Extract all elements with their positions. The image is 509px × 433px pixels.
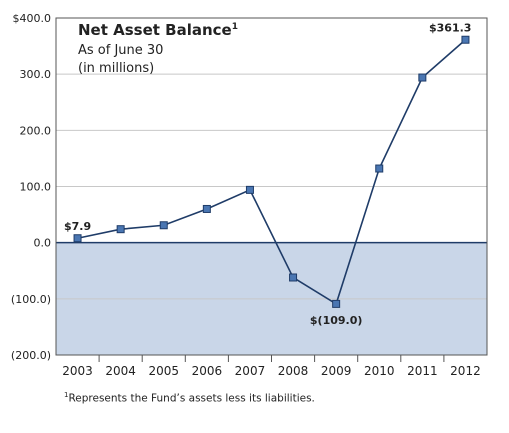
footnote-text: Represents the Fund’s assets less its li… bbox=[68, 392, 315, 405]
chart-title: Net Asset Balance1 bbox=[78, 21, 238, 39]
y-tick-label: 100.0 bbox=[20, 181, 52, 194]
net-asset-balance-chart: $400.0 300.0 200.0 100.0 0.0 (100.0) (200.0) 2… bbox=[11, 12, 488, 378]
series-line bbox=[77, 39, 466, 306]
x-tick-label: 2006 bbox=[192, 364, 223, 378]
x-axis-tick-labels: 2003 2004 2005 2006 2007 2008 2009 2010 2011 2012 bbox=[62, 364, 480, 378]
y-tick-label: $400.0 bbox=[13, 12, 52, 25]
data-point-2011 bbox=[418, 73, 427, 82]
data-point-2006 bbox=[202, 204, 211, 213]
data-label-2012: $361.3 bbox=[429, 22, 471, 35]
x-tick-label: 2004 bbox=[105, 364, 136, 378]
y-tick-label: (200.0) bbox=[11, 349, 51, 362]
y-tick-label: (100.0) bbox=[11, 293, 51, 306]
data-point-2007 bbox=[245, 185, 254, 194]
plot-frame bbox=[55, 17, 488, 362]
y-tick-label: 300.0 bbox=[20, 68, 52, 81]
data-point-2008 bbox=[289, 273, 298, 282]
data-annotations: $7.9 $(109.0) $361.3 bbox=[64, 22, 471, 327]
chart-subtitle-line-2: (in millions) bbox=[78, 61, 154, 76]
x-tick-label: 2010 bbox=[364, 364, 395, 378]
data-point-2003 bbox=[73, 234, 82, 243]
data-markers bbox=[73, 35, 470, 308]
x-tick-label: 2008 bbox=[278, 364, 309, 378]
data-point-2004 bbox=[116, 225, 125, 234]
data-label-2003: $7.9 bbox=[64, 220, 91, 233]
gridlines bbox=[56, 73, 487, 300]
footnote-marker: 1 bbox=[64, 391, 69, 399]
chart-subtitle-line-1: As of June 30 bbox=[78, 43, 163, 58]
data-label-2009: $(109.0) bbox=[310, 314, 363, 327]
y-tick-label: 0.0 bbox=[34, 237, 52, 250]
data-point-2012 bbox=[461, 35, 470, 44]
x-tick-label: 2007 bbox=[235, 364, 266, 378]
y-axis-tick-labels: $400.0 300.0 200.0 100.0 0.0 (100.0) (200.0) bbox=[11, 12, 51, 362]
footnote: 1Represents the Fund’s assets less its l… bbox=[64, 391, 315, 405]
y-tick-label: 200.0 bbox=[20, 124, 52, 137]
x-tick-label: 2011 bbox=[407, 364, 438, 378]
data-point-2005 bbox=[159, 221, 168, 230]
x-tick-label: 2003 bbox=[62, 364, 93, 378]
x-tick-label: 2012 bbox=[450, 364, 481, 378]
x-tick-label: 2009 bbox=[321, 364, 352, 378]
x-tick-label: 2005 bbox=[148, 364, 179, 378]
data-point-2009 bbox=[332, 299, 341, 308]
data-point-2010 bbox=[375, 164, 384, 173]
